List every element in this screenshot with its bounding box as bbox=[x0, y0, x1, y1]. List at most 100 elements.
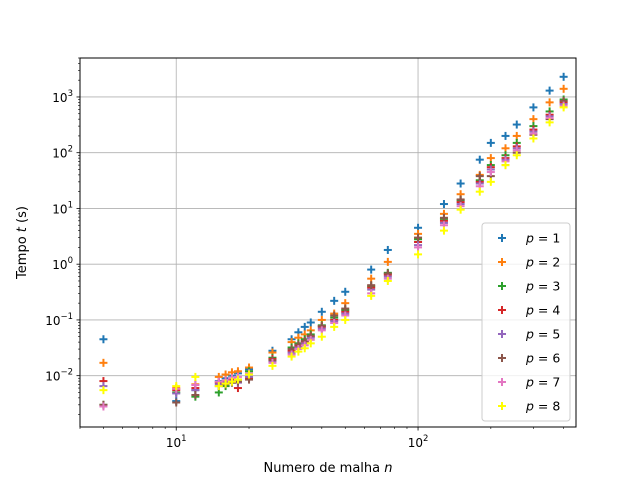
legend-item: p = 5 bbox=[498, 327, 560, 342]
legend-label-var: p bbox=[525, 375, 534, 390]
legend-label: p = 4 bbox=[525, 303, 560, 318]
data-point bbox=[341, 315, 350, 324]
data-point bbox=[475, 172, 484, 181]
data-point bbox=[294, 347, 303, 356]
data-point bbox=[439, 226, 448, 235]
legend-label: p = 7 bbox=[525, 375, 560, 390]
data-point bbox=[214, 382, 223, 391]
y-tick-label: 10−1 bbox=[45, 312, 73, 328]
legend-label-var: p bbox=[525, 255, 534, 270]
legend-item: p = 6 bbox=[498, 351, 560, 366]
data-point bbox=[529, 103, 538, 112]
legend-label: p = 6 bbox=[525, 351, 560, 366]
y-tick-label-exp: 1 bbox=[68, 200, 73, 210]
data-point bbox=[383, 276, 392, 285]
legend-marker bbox=[498, 258, 506, 266]
plot-frame bbox=[79, 57, 577, 428]
data-point bbox=[439, 213, 448, 222]
y-tick-label-exp: −2 bbox=[60, 368, 73, 378]
legend-marker bbox=[498, 330, 506, 338]
data-point bbox=[501, 144, 510, 153]
y-tick-label: 100 bbox=[52, 256, 73, 272]
y-tick-label-exp: 2 bbox=[68, 145, 73, 155]
legend-label-value: 1 bbox=[552, 231, 560, 246]
y-axis-label-prefix: Tempo bbox=[15, 232, 30, 280]
y-tick-label-base: 10 bbox=[52, 258, 67, 272]
data-point bbox=[501, 161, 510, 170]
data-point bbox=[317, 307, 326, 316]
data-point bbox=[529, 134, 538, 143]
legend-marker bbox=[498, 306, 506, 314]
legend-label-value: 4 bbox=[552, 303, 560, 318]
data-point bbox=[191, 381, 200, 390]
legend-item: p = 3 bbox=[498, 279, 560, 294]
data-point bbox=[99, 402, 108, 411]
data-point bbox=[330, 311, 339, 320]
series-8 bbox=[99, 103, 568, 395]
data-point bbox=[341, 304, 350, 313]
legend-label-value: 3 bbox=[552, 279, 560, 294]
data-point bbox=[330, 296, 339, 305]
data-point bbox=[545, 98, 554, 107]
y-tick-label-exp: 0 bbox=[68, 256, 73, 266]
x-tick-label: 101 bbox=[166, 434, 187, 450]
y-tick-label-exp: 3 bbox=[68, 89, 73, 99]
y-tick-label-base: 10 bbox=[52, 147, 67, 161]
data-point bbox=[383, 257, 392, 266]
legend: p = 1p = 2p = 3p = 4p = 5p = 6p = 7p = 8 bbox=[481, 222, 571, 422]
data-point bbox=[341, 287, 350, 296]
legend-label-eq: = bbox=[534, 399, 552, 414]
legend-label-eq: = bbox=[534, 279, 552, 294]
x-tick-label-exp: 2 bbox=[423, 434, 428, 444]
legend-item: p = 7 bbox=[498, 375, 560, 390]
legend-label-value: 5 bbox=[552, 327, 560, 342]
legend-label: p = 5 bbox=[525, 327, 560, 342]
y-tick-label-exp: −1 bbox=[60, 312, 73, 322]
x-axis-label-var: n bbox=[384, 461, 392, 476]
x-axis: 101 102 bbox=[79, 427, 564, 450]
series-layer bbox=[99, 72, 568, 411]
data-point bbox=[233, 375, 242, 384]
x-tick-label-exp: 1 bbox=[181, 434, 186, 444]
y-tick-label-base: 10 bbox=[45, 370, 60, 384]
data-point bbox=[245, 370, 254, 379]
legend-label-var: p bbox=[525, 303, 534, 318]
data-point bbox=[545, 86, 554, 95]
data-point bbox=[486, 177, 495, 186]
data-point bbox=[367, 281, 376, 290]
y-tick-label: 10−2 bbox=[45, 368, 73, 384]
data-point bbox=[512, 120, 521, 129]
data-point bbox=[172, 382, 181, 391]
legend-label: p = 8 bbox=[525, 399, 560, 414]
data-point bbox=[99, 358, 108, 367]
data-point bbox=[414, 233, 423, 242]
legend-label-eq: = bbox=[534, 303, 552, 318]
legend-label-var: p bbox=[525, 327, 534, 342]
data-point bbox=[545, 118, 554, 127]
data-point bbox=[191, 372, 200, 381]
data-point bbox=[367, 291, 376, 300]
data-point bbox=[559, 72, 568, 81]
data-point bbox=[529, 115, 538, 124]
data-point bbox=[99, 335, 108, 344]
legend-label-var: p bbox=[525, 231, 534, 246]
data-point bbox=[456, 195, 465, 204]
data-point bbox=[330, 322, 339, 331]
legend-item: p = 2 bbox=[498, 255, 560, 270]
legend-marker bbox=[498, 282, 506, 290]
y-axis-label: Tempo t (s) bbox=[15, 206, 30, 280]
legend-label-eq: = bbox=[534, 375, 552, 390]
x-axis-label: Numero de malha n bbox=[264, 461, 393, 476]
data-point bbox=[439, 200, 448, 209]
legend-box bbox=[481, 222, 571, 422]
data-point bbox=[486, 154, 495, 163]
legend-label-value: 7 bbox=[552, 375, 560, 390]
legend-item: p = 4 bbox=[498, 303, 560, 318]
data-point bbox=[306, 339, 315, 348]
data-point bbox=[191, 391, 200, 400]
legend-item: p = 8 bbox=[498, 399, 560, 414]
legend-marker bbox=[498, 234, 506, 242]
